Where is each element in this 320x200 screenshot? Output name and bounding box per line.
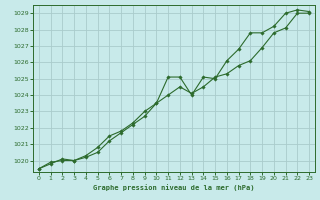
X-axis label: Graphe pression niveau de la mer (hPa): Graphe pression niveau de la mer (hPa) [93,184,255,191]
